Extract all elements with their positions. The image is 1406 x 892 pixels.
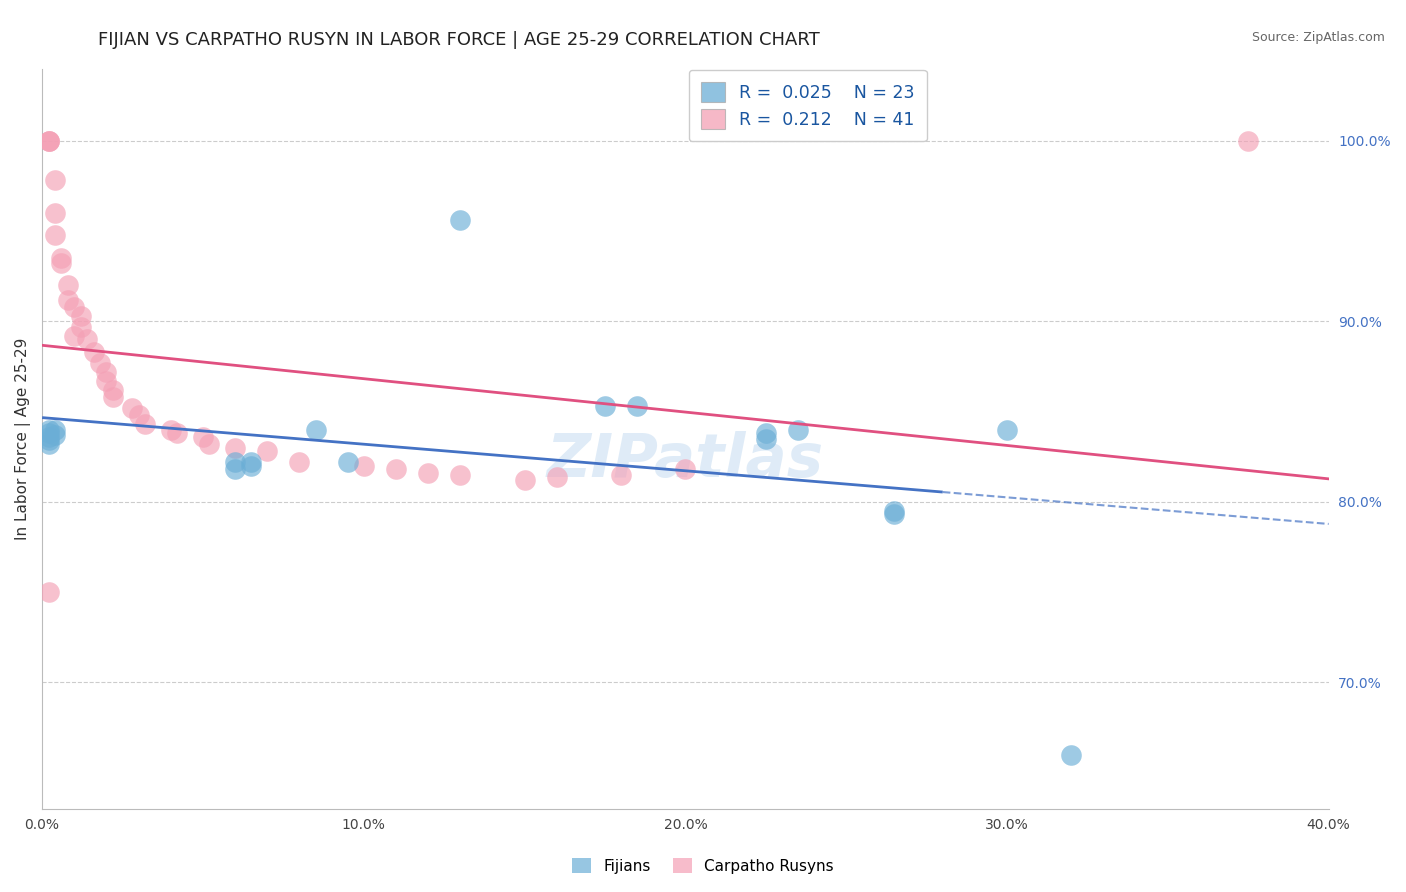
Point [449,467,471,482]
Point [44,428,66,442]
Point [63,328,86,343]
Point [198,437,221,451]
Point [385,462,408,476]
Point [353,458,375,473]
Point [44,227,66,242]
Point [101,390,124,404]
Point [224,441,246,455]
Legend: Fijians, Carpatho Rusyns: Fijians, Carpatho Rusyns [567,852,839,880]
Point [449,213,471,227]
Point [38,434,60,448]
Point [89,356,111,370]
Point [166,426,188,441]
Point [224,455,246,469]
Point [224,462,246,476]
Point [240,458,263,473]
Point [121,401,143,415]
Point [995,423,1018,437]
Point [128,408,150,422]
Point [240,455,263,469]
Point [288,455,311,469]
Point [755,426,778,441]
Point [673,462,696,476]
Point [256,444,278,458]
Point [546,469,568,483]
Point [593,399,616,413]
Point [63,300,86,314]
Point [76,332,98,346]
Point [38,426,60,441]
Point [787,423,810,437]
Point [1237,134,1260,148]
Legend: R =  0.025    N = 23, R =  0.212    N = 41: R = 0.025 N = 23, R = 0.212 N = 41 [689,70,927,141]
Point [83,345,105,359]
Point [38,437,60,451]
Point [336,455,359,469]
Point [134,417,156,432]
Point [191,430,214,444]
Point [610,467,633,482]
Text: ZIPatlas: ZIPatlas [547,432,824,491]
Point [38,134,60,148]
Point [38,423,60,437]
Point [69,319,91,334]
Point [416,466,439,480]
Point [883,504,905,518]
Point [883,508,905,522]
Text: Source: ZipAtlas.com: Source: ZipAtlas.com [1251,31,1385,45]
Point [38,430,60,444]
Point [51,256,73,270]
Point [38,585,60,599]
Point [755,432,778,446]
Point [101,383,124,397]
Point [304,423,326,437]
Point [56,293,79,307]
Point [56,278,79,293]
Point [96,374,118,388]
Point [96,365,118,379]
Y-axis label: In Labor Force | Age 25-29: In Labor Force | Age 25-29 [15,337,31,540]
Point [44,423,66,437]
Point [44,173,66,187]
Point [1060,747,1083,762]
Point [44,206,66,220]
Point [38,134,60,148]
Text: FIJIAN VS CARPATHO RUSYN IN LABOR FORCE | AGE 25-29 CORRELATION CHART: FIJIAN VS CARPATHO RUSYN IN LABOR FORCE … [98,31,820,49]
Point [69,309,91,323]
Point [513,473,536,487]
Point [51,251,73,265]
Point [626,399,648,413]
Point [38,134,60,148]
Point [159,423,181,437]
